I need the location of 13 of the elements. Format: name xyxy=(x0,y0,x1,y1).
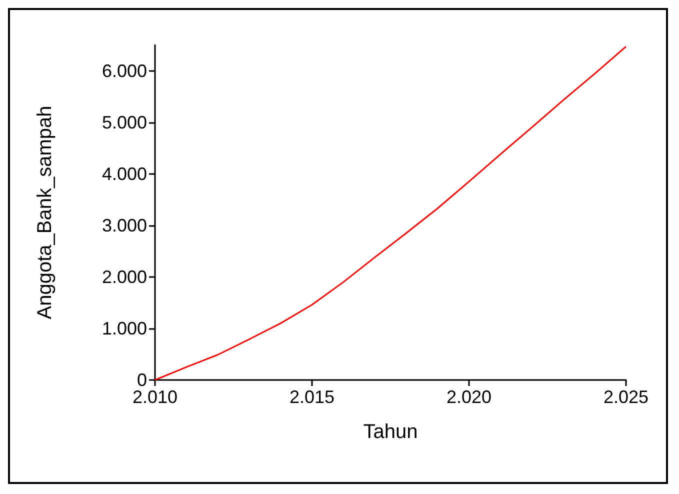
y-tick-label: 6.000 xyxy=(102,60,147,81)
y-tick-label: 1.000 xyxy=(102,318,147,338)
y-tick-label: 5.000 xyxy=(102,112,147,132)
x-tick-label: 2.010 xyxy=(132,387,178,407)
x-axis-title: Tahun xyxy=(363,421,418,443)
y-tick-label: 4.000 xyxy=(102,164,147,184)
x-tick-label: 2.015 xyxy=(289,387,335,407)
y-axis-title: Anggota_Bank_sampah xyxy=(34,106,56,320)
x-tick-label: 2.020 xyxy=(446,387,492,407)
y-tick-label: 3.000 xyxy=(102,215,147,236)
x-tick-label: 2.025 xyxy=(603,387,649,407)
y-tick-label: 2.000 xyxy=(102,266,147,287)
y-tick-label: 0 xyxy=(136,370,147,390)
